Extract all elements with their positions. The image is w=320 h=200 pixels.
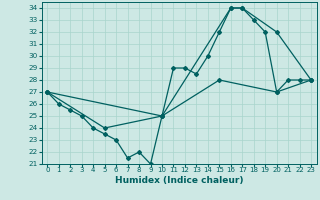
X-axis label: Humidex (Indice chaleur): Humidex (Indice chaleur) bbox=[115, 176, 244, 185]
